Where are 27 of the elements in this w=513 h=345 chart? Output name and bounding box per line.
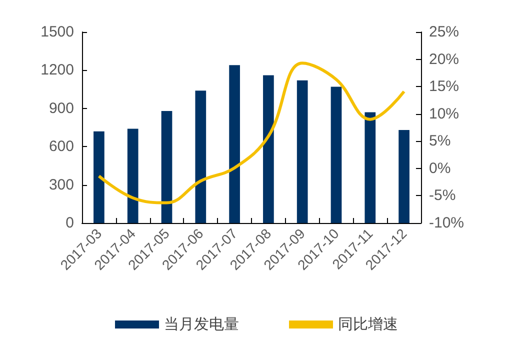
bar <box>263 75 274 223</box>
bar <box>94 131 104 223</box>
y2-tick-label: -10% <box>429 214 464 232</box>
legend-label: 同比增速 <box>338 316 398 333</box>
y2-tick-label: 25% <box>429 24 460 40</box>
y-tick-label: 900 <box>48 100 74 117</box>
y2-tick-label: 5% <box>429 132 451 150</box>
bar <box>229 65 240 223</box>
bar <box>398 130 410 223</box>
y-tick-label: 1200 <box>40 62 74 79</box>
y-tick-label: 0 <box>66 214 74 232</box>
y-tick-label: 600 <box>48 138 74 156</box>
y2-tick-label: -5% <box>429 187 456 204</box>
y-tick-label: 300 <box>48 176 74 194</box>
bar <box>161 110 172 223</box>
bar <box>127 128 138 223</box>
bar <box>364 112 376 223</box>
bar <box>296 80 308 223</box>
y2-tick-label: 20% <box>429 50 460 68</box>
y2-tick-label: 10% <box>429 105 460 122</box>
y2-tick-label: 0% <box>429 160 451 177</box>
y-tick-label: 1500 <box>40 24 74 40</box>
bar <box>195 90 206 223</box>
legend-label: 当月发电量 <box>164 316 239 333</box>
bar <box>330 86 342 223</box>
y2-tick-label: 15% <box>429 78 460 96</box>
line-series <box>97 62 406 204</box>
